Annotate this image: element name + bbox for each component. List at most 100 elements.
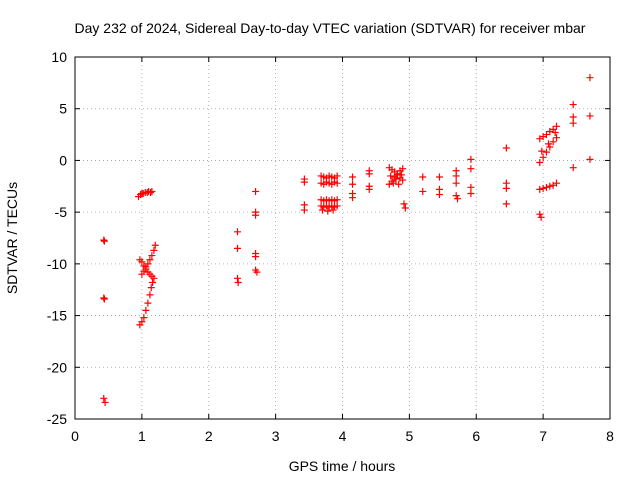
- data-point: [452, 179, 460, 187]
- x-tick-label: 4: [339, 428, 347, 444]
- data-point: [400, 200, 408, 208]
- data-point: [542, 131, 550, 139]
- data-point: [144, 299, 152, 307]
- data-point: [569, 164, 577, 172]
- x-axis-title: GPS time / hours: [289, 458, 396, 474]
- data-point: [553, 134, 560, 142]
- data-point: [399, 176, 407, 184]
- data-point: [147, 284, 155, 292]
- x-tick-label: 3: [272, 428, 280, 444]
- data-point: [549, 138, 557, 146]
- data-point: [149, 278, 157, 286]
- data-point: [234, 228, 242, 236]
- data-point: [467, 183, 475, 191]
- data-point: [569, 119, 577, 127]
- data-point: [234, 244, 242, 252]
- y-axis-title: SDTVAR / TECUs: [4, 182, 20, 294]
- data-point: [234, 274, 242, 282]
- data-series: [100, 74, 594, 406]
- data-point: [144, 260, 152, 268]
- y-tick-label: 0: [59, 152, 67, 168]
- data-point: [333, 172, 341, 180]
- data-point: [100, 295, 108, 303]
- y-tick-label: -25: [47, 411, 67, 427]
- data-point: [349, 180, 357, 188]
- data-point: [324, 207, 332, 215]
- x-tick-label: 7: [539, 428, 547, 444]
- data-point: [142, 306, 150, 314]
- data-point: [435, 173, 443, 181]
- data-point: [387, 172, 395, 180]
- data-point: [151, 241, 159, 249]
- data-point: [546, 143, 554, 151]
- data-point: [150, 246, 158, 254]
- x-tick-label: 0: [71, 428, 79, 444]
- data-point: [150, 274, 158, 282]
- data-point: [502, 200, 510, 208]
- data-point: [544, 140, 552, 148]
- data-point: [586, 74, 594, 82]
- data-point: [100, 394, 108, 402]
- data-point: [399, 165, 407, 173]
- plot-frame: [74, 56, 611, 420]
- data-point: [419, 187, 427, 195]
- data-point: [140, 314, 148, 322]
- data-point: [401, 204, 409, 212]
- data-point: [395, 180, 403, 188]
- data-point: [138, 318, 146, 326]
- data-point: [100, 294, 108, 302]
- data-point: [138, 258, 146, 266]
- data-point: [551, 129, 559, 137]
- data-point: [140, 267, 148, 275]
- x-tick-label: 1: [138, 428, 146, 444]
- data-point: [234, 278, 242, 286]
- data-point: [148, 187, 156, 195]
- y-tick-label: 5: [59, 101, 67, 117]
- data-point: [467, 155, 475, 163]
- data-point: [333, 196, 341, 204]
- data-point: [538, 147, 546, 155]
- data-point: [349, 173, 357, 181]
- axis-ticks: 0 1 2 3 4 5 6 7 8 -25 -20 -15 -10 -5 0 5 10: [47, 49, 614, 444]
- data-point: [536, 158, 544, 166]
- data-point: [300, 178, 308, 186]
- y-tick-label: -10: [47, 256, 67, 272]
- data-point: [252, 211, 260, 219]
- data-point: [553, 122, 560, 130]
- data-point: [148, 252, 156, 260]
- data-point: [146, 291, 154, 299]
- y-tick-label: -5: [55, 204, 68, 220]
- data-point: [539, 184, 547, 192]
- data-point: [252, 187, 260, 195]
- data-point: [333, 202, 341, 210]
- data-point: [101, 398, 109, 406]
- data-point: [537, 213, 545, 221]
- data-point: [586, 112, 594, 120]
- data-point: [419, 173, 427, 181]
- data-point: [502, 184, 510, 192]
- data-point: [253, 268, 261, 276]
- data-point: [452, 192, 460, 200]
- data-point: [397, 171, 405, 179]
- data-point: [542, 148, 550, 156]
- data-point: [467, 165, 475, 173]
- data-point: [333, 179, 341, 187]
- data-point: [586, 155, 594, 163]
- data-point: [252, 253, 260, 261]
- data-point: [100, 237, 108, 245]
- data-point: [454, 195, 462, 203]
- y-tick-label: -20: [47, 359, 67, 375]
- grid: [75, 57, 610, 419]
- data-point: [546, 182, 554, 190]
- data-point: [502, 144, 510, 152]
- data-point: [100, 236, 108, 244]
- data-point: [389, 179, 397, 187]
- y-tick-label: -15: [47, 308, 67, 324]
- data-point: [542, 183, 550, 191]
- data-point: [392, 175, 400, 183]
- data-point: [147, 188, 155, 196]
- x-tick-label: 8: [606, 428, 614, 444]
- x-tick-label: 2: [205, 428, 213, 444]
- data-point: [300, 206, 308, 214]
